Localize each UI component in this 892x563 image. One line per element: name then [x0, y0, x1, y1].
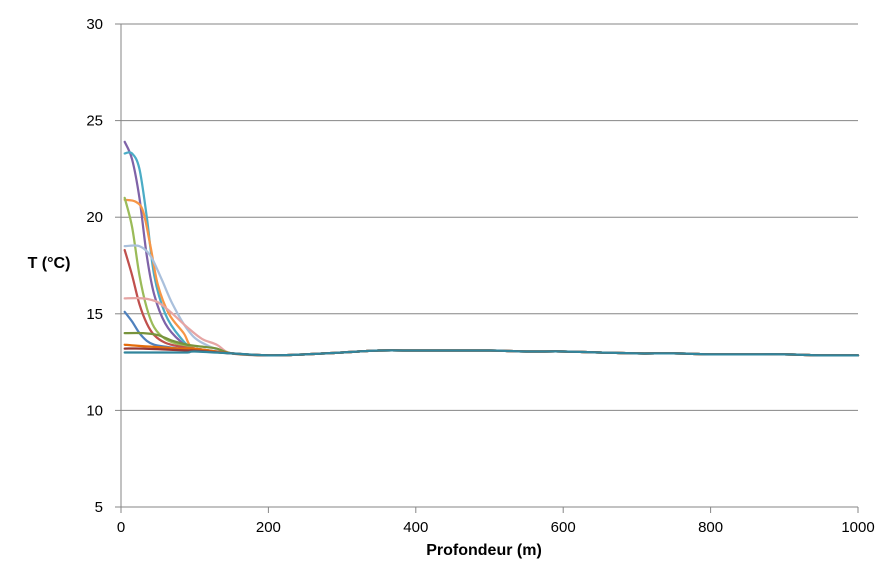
x-tick-label: 400 [403, 519, 428, 536]
y-tick-label: 30 [86, 16, 103, 33]
series-line-6 [125, 250, 858, 355]
y-tick-label: 20 [86, 209, 103, 226]
x-tick-label: 200 [256, 519, 281, 536]
y-tick-label: 25 [86, 113, 103, 130]
series-line-9 [125, 333, 858, 355]
series-line-7 [125, 298, 858, 355]
series-line-3 [125, 200, 858, 356]
y-tick-label: 5 [95, 499, 103, 516]
series-line-1 [125, 142, 858, 356]
series-line-8 [125, 312, 858, 356]
y-tick-label: 10 [86, 402, 103, 419]
series-line-2 [125, 152, 858, 355]
x-tick-label: 1000 [841, 519, 874, 536]
x-axis-title: Profondeur (m) [426, 542, 542, 559]
y-tick-label: 15 [86, 306, 103, 323]
series-lines [125, 142, 858, 356]
y-tick-labels: 5 10 15 20 25 30 [86, 16, 103, 516]
x-tick-label: 800 [698, 519, 723, 536]
series-line-4 [125, 198, 858, 356]
series-line-12 [125, 350, 858, 355]
series-line-5 [125, 245, 858, 355]
grid-lines [115, 24, 858, 513]
x-tick-label: 600 [551, 519, 576, 536]
x-tick-labels: 0 200 400 600 800 1000 [117, 519, 875, 536]
axes [121, 24, 858, 507]
x-tick-label: 0 [117, 519, 125, 536]
y-axis-title: T (°C) [28, 255, 71, 272]
